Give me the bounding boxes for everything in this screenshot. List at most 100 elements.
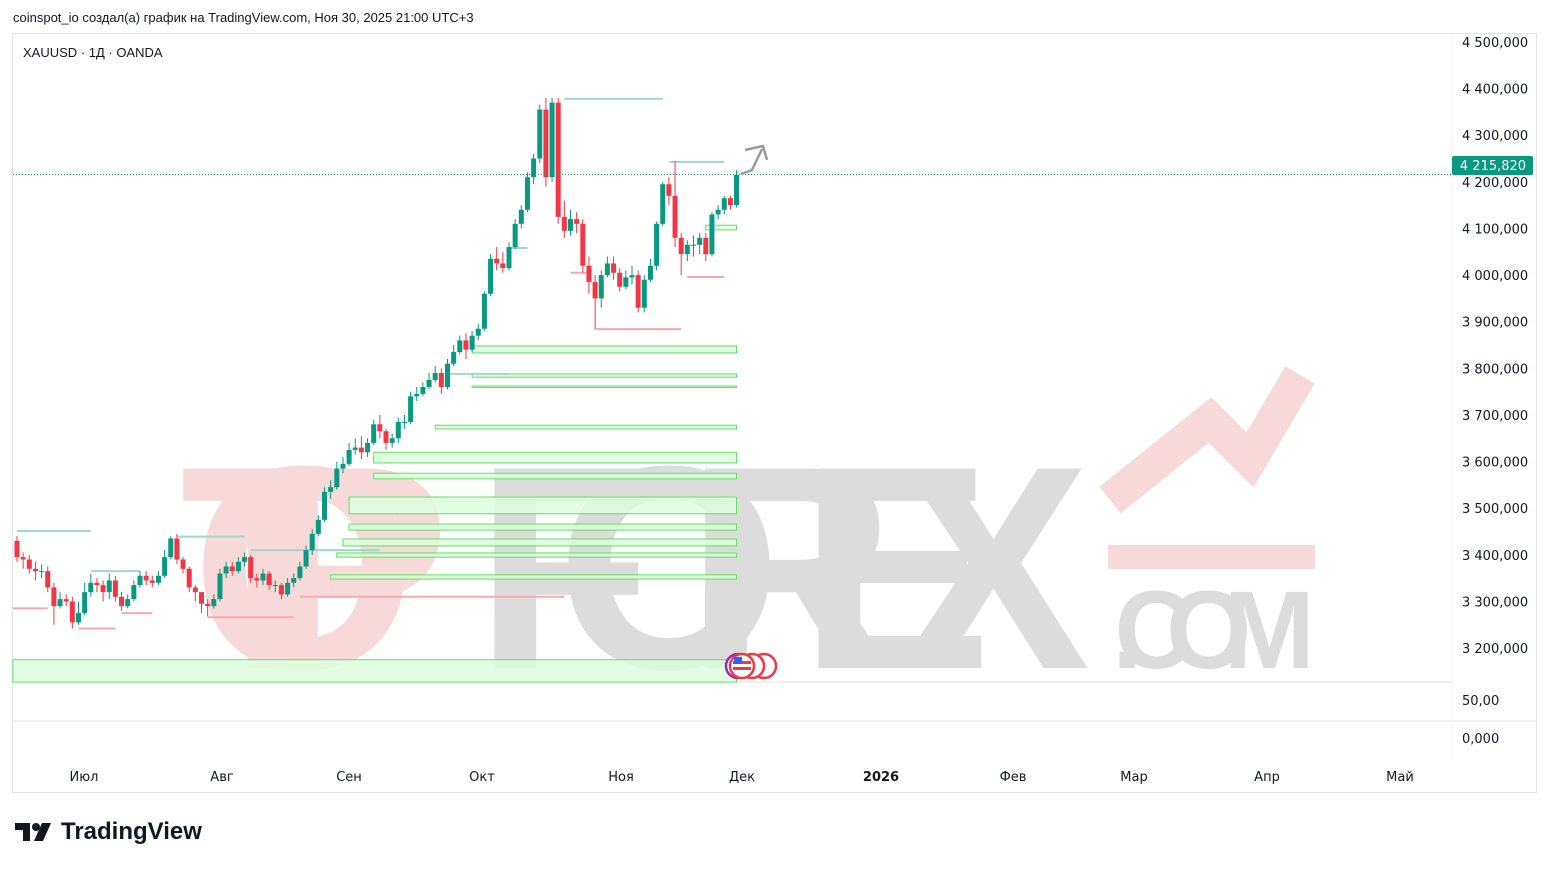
candle [162, 550, 168, 579]
candle-body [494, 258, 500, 264]
candle-body [174, 538, 180, 560]
candle-body [420, 386, 426, 394]
candle-body [524, 177, 530, 210]
candle-body [39, 571, 45, 573]
candle [660, 181, 666, 227]
candle-body [500, 263, 506, 269]
candle [100, 580, 106, 602]
candle-body [186, 568, 192, 588]
candle [371, 419, 377, 446]
candle-body [266, 573, 272, 586]
candle [401, 414, 407, 429]
candle-body [426, 379, 432, 387]
candle [291, 573, 297, 588]
us-flag-event-icons[interactable] [724, 652, 778, 680]
candle-body [63, 599, 69, 602]
candle-body [346, 449, 352, 464]
candle [45, 566, 51, 593]
candle-body [20, 557, 26, 560]
candle [309, 529, 315, 555]
price-tick-label: 4 000,000 [1462, 269, 1528, 284]
candle [266, 571, 272, 590]
candle-body [334, 468, 340, 488]
candle-body [143, 575, 149, 581]
candle-body [574, 219, 580, 224]
candle [617, 268, 623, 292]
candle [537, 104, 543, 164]
candle-body [168, 538, 174, 558]
candle-body [199, 592, 204, 604]
candle-body [192, 587, 198, 593]
candle-body [709, 214, 715, 255]
candle-body [365, 442, 371, 453]
candle [395, 417, 401, 443]
time-tick-label: Ноя [608, 770, 634, 785]
candle-body [414, 393, 420, 397]
chart-attribution: coinspot_io создал(а) график на TradingV… [13, 10, 474, 25]
candle-body [691, 244, 696, 246]
candle [143, 571, 149, 586]
candle [322, 487, 327, 523]
candle-body [82, 592, 88, 614]
watermark-bar [1108, 545, 1315, 569]
candle [254, 573, 260, 588]
candle-body [303, 550, 309, 567]
time-tick-label: Апр [1254, 770, 1280, 785]
candle [14, 536, 20, 562]
candles-layer [14, 97, 740, 629]
demand-zone [705, 224, 738, 231]
candle [494, 247, 500, 271]
candle-body [51, 587, 57, 607]
candle [155, 571, 161, 586]
candle-body [611, 263, 617, 273]
candle [112, 575, 118, 602]
candle [94, 578, 100, 593]
candle [76, 601, 81, 625]
candle [727, 195, 733, 210]
candle [352, 438, 358, 455]
price-tick-label: 4 300,000 [1462, 129, 1528, 144]
price-tick-label: 4 500,000 [1462, 36, 1528, 51]
demand-zone [330, 574, 738, 580]
current-price-label: 4 215,820 [1452, 156, 1533, 175]
candle-body [291, 578, 297, 583]
demand-zone [342, 538, 738, 547]
symbol-legend[interactable]: XAUUSD · 1Д · OANDA [23, 45, 163, 60]
candle [149, 575, 155, 588]
candle [174, 533, 180, 565]
price-axis[interactable]: 4 500,000 4 400,000 4 300,000 4 200,000 4 10… [1462, 36, 1528, 657]
candle [697, 233, 703, 255]
candle [623, 270, 629, 290]
candle [408, 391, 414, 425]
candle-body [641, 279, 647, 308]
tradingview-logo-icon [15, 823, 51, 841]
candle [629, 265, 635, 285]
tradingview-logo-text: TradingView [61, 818, 202, 845]
candle-body [377, 424, 383, 432]
candle [549, 97, 555, 182]
candle [543, 97, 549, 187]
price-tick-label: 4 400,000 [1462, 83, 1528, 98]
time-axis[interactable]: Июл Авг Сен Окт Ноя Дек 2026 Фев Мар Апр Май [70, 770, 1414, 785]
candle-body [457, 340, 463, 353]
tradingview-logo[interactable]: TradingView [15, 818, 202, 846]
candle [137, 571, 143, 588]
candle-body [408, 396, 414, 422]
candle [358, 435, 364, 460]
candle [654, 221, 660, 271]
candle-body [463, 340, 469, 350]
candle [377, 414, 383, 439]
candle [383, 428, 389, 450]
candle [703, 233, 709, 262]
candle-body [76, 613, 81, 623]
candle-body [352, 447, 358, 450]
candle-body [451, 352, 457, 364]
candle [666, 177, 672, 206]
candle-body [389, 438, 395, 443]
candle [297, 561, 303, 581]
candle-body [217, 573, 223, 600]
candle-body [672, 195, 678, 238]
demand-zone [336, 552, 738, 558]
candle-body [155, 575, 161, 583]
